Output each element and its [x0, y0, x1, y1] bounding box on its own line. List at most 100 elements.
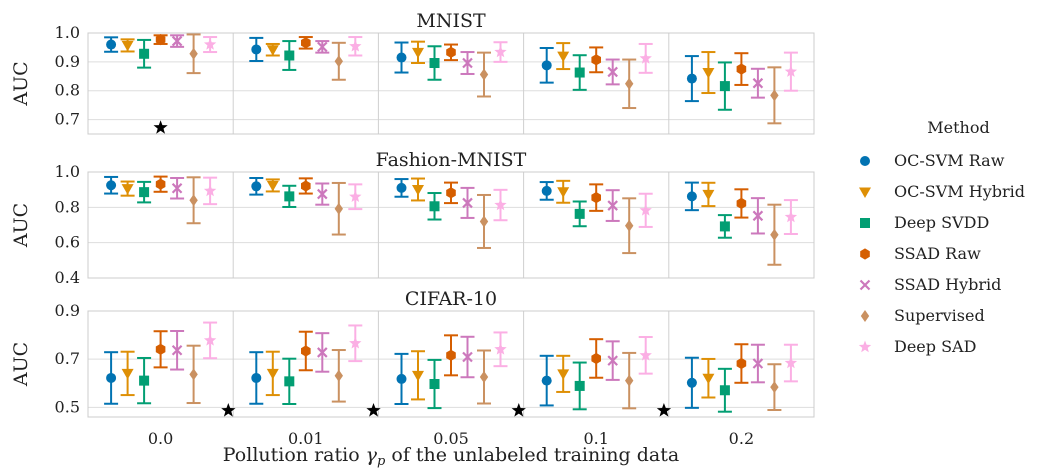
panel-frame	[87, 32, 815, 135]
errorbar	[203, 176, 218, 206]
errorbar	[394, 178, 409, 198]
errorbar	[539, 47, 554, 84]
errorbar	[717, 367, 732, 413]
data-point	[702, 373, 715, 385]
significance-star-marker	[511, 403, 526, 417]
data-point	[301, 345, 311, 357]
errorbar	[427, 358, 442, 410]
data-point	[446, 46, 456, 58]
errorbar	[137, 38, 152, 69]
errorbar	[783, 199, 798, 236]
data-point	[770, 228, 779, 241]
errorbar	[153, 175, 168, 193]
data-point	[557, 51, 570, 63]
y-tick-label: 0.7	[55, 110, 80, 129]
y-tick-label: 0.4	[55, 268, 80, 287]
data-point	[702, 68, 715, 79]
errorbar	[750, 197, 765, 235]
data-point	[106, 180, 117, 191]
data-point	[301, 180, 311, 192]
errorbar	[427, 45, 442, 81]
errorbar	[348, 324, 363, 363]
errorbar	[556, 42, 571, 71]
errorbar	[572, 361, 587, 411]
panel-0: 0.7 0.8 0.9 1.0 MNIST AUC	[10, 10, 815, 135]
errorbar	[315, 40, 330, 54]
data-point	[591, 54, 601, 66]
errorbar	[460, 335, 475, 379]
significance-star-marker	[366, 403, 381, 417]
panel-title: MNIST	[416, 10, 486, 32]
data-point	[189, 368, 198, 381]
legend-item: SSAD Raw	[850, 238, 1055, 269]
y-tick-label: 0.6	[55, 233, 80, 252]
data-point	[591, 192, 601, 204]
errorbar	[589, 46, 604, 74]
data-point	[106, 39, 117, 50]
data-point	[639, 51, 652, 64]
errorbar	[622, 197, 637, 255]
data-point	[574, 67, 585, 78]
x-tick-label: 0.0	[148, 429, 173, 448]
errorbar	[539, 181, 554, 201]
data-point	[462, 57, 473, 69]
data-point	[334, 55, 343, 68]
errorbar	[394, 352, 409, 405]
y-tick-label: 1.0	[55, 162, 80, 181]
data-point	[494, 342, 507, 355]
legend-marker-shape	[858, 340, 872, 352]
errorbar	[282, 184, 297, 208]
legend-marker	[859, 279, 871, 290]
data-point	[301, 37, 311, 49]
legend-marker-shape	[860, 155, 870, 166]
panel-2: 0.5 0.7 0.9 CIFAR-10 AUC 0.0 0.01 0.05 0.1 0.2	[10, 288, 815, 448]
legend-item: Supervised	[850, 300, 1055, 331]
legend-title: Method	[927, 118, 990, 137]
data-point	[334, 369, 343, 382]
data-point	[574, 380, 585, 391]
data-point	[541, 375, 552, 386]
errorbar	[701, 357, 716, 399]
significance-star-marker	[153, 120, 168, 134]
errorbar	[104, 36, 119, 53]
errorbar	[572, 54, 587, 91]
errorbar	[203, 321, 218, 360]
errorbar	[331, 41, 346, 81]
data-point	[266, 45, 279, 56]
data-point	[462, 197, 473, 209]
legend-label: Deep SAD	[894, 337, 977, 356]
legend-label: OC-SVM Raw	[894, 151, 1005, 170]
errorbar	[170, 329, 185, 371]
errorbar	[622, 58, 637, 110]
legend-label: Deep SVDD	[894, 213, 990, 232]
data-point	[479, 215, 489, 228]
significance-star-marker	[221, 403, 236, 417]
errorbar	[170, 177, 185, 200]
data-point	[625, 77, 634, 90]
legend-marker	[860, 217, 870, 228]
data-point	[557, 369, 570, 380]
errorbar	[460, 51, 475, 75]
errorbar	[282, 40, 297, 71]
data-point	[736, 63, 747, 75]
data-point	[412, 47, 424, 59]
errorbar	[444, 334, 458, 377]
data-point	[121, 184, 134, 195]
errorbar	[120, 350, 135, 397]
errorbar	[734, 52, 749, 86]
errorbar	[701, 181, 716, 208]
data-point	[494, 198, 507, 211]
data-point	[784, 210, 798, 223]
errorbar	[701, 51, 716, 95]
errorbar	[282, 357, 297, 405]
data-point	[171, 344, 183, 356]
y-tick-label: 0.9	[55, 301, 80, 320]
data-point	[446, 349, 456, 361]
errorbar	[572, 200, 587, 228]
legend-item: OC-SVM Hybrid	[850, 176, 1055, 207]
legend-marker-shape	[860, 247, 870, 260]
data-point	[317, 188, 328, 200]
data-point	[719, 385, 730, 396]
errorbar	[104, 175, 119, 195]
legend-marker	[859, 187, 871, 198]
